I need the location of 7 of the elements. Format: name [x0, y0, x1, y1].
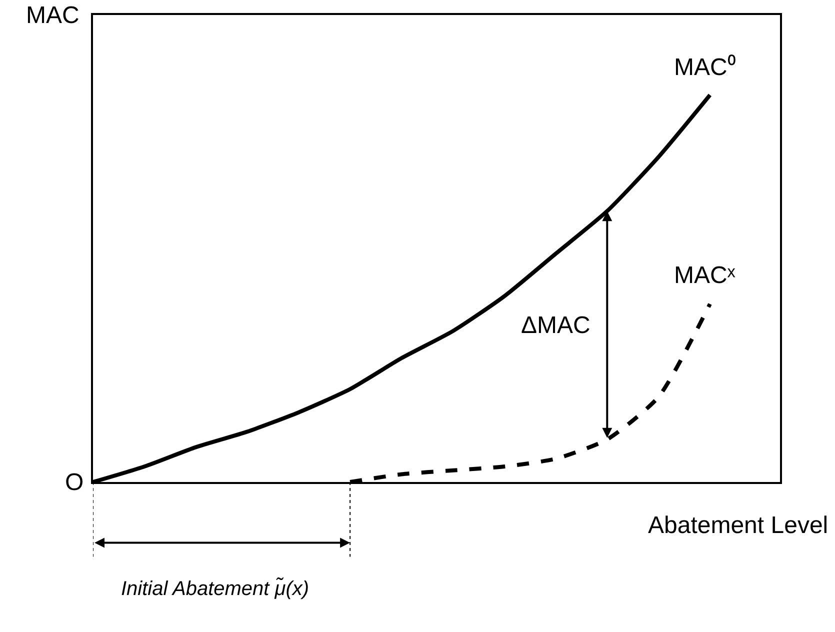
text: Initial Abatement μ̃(x) [121, 577, 310, 600]
x-axis-title: Abatement Level [648, 512, 828, 539]
text: O [65, 469, 84, 496]
annotation: ΔMAC [521, 312, 590, 339]
y-axis-title: MAC [26, 2, 80, 29]
series-label: MACˣ [674, 262, 736, 289]
series-label: MAC⁰ [674, 54, 736, 81]
